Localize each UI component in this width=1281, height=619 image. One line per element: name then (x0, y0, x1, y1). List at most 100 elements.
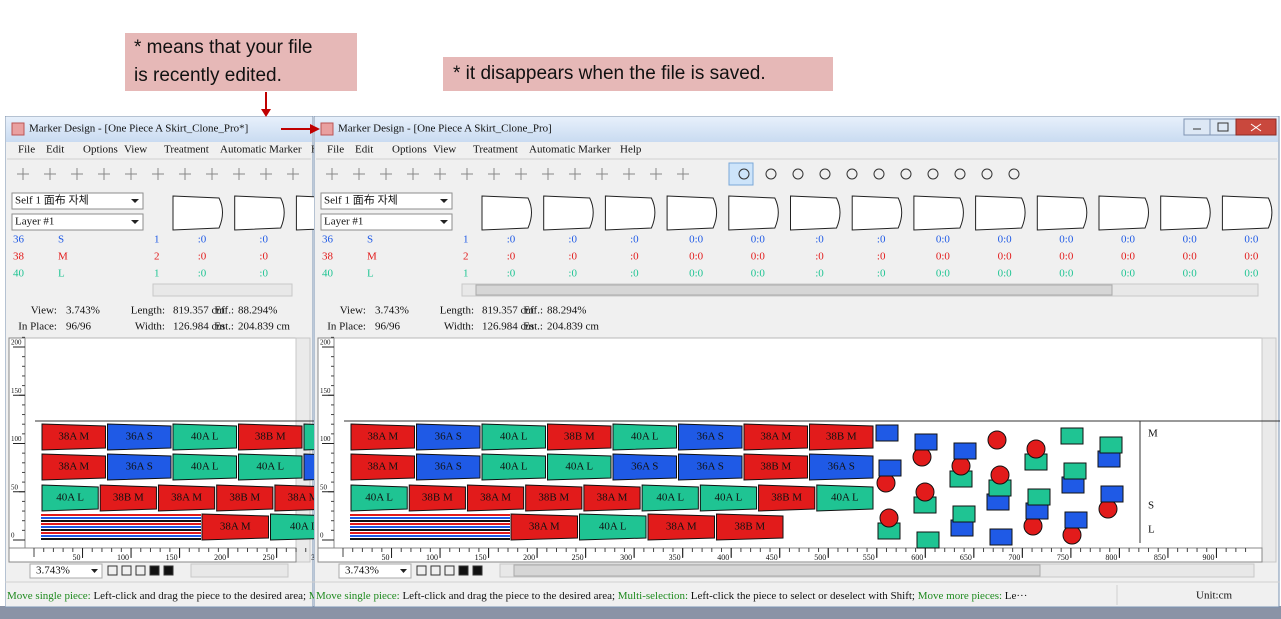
size-cell: 0:0 (998, 251, 1013, 263)
info-label: Est.: (214, 321, 234, 333)
menu-item[interactable]: Edit (355, 144, 373, 156)
menu-item[interactable]: Treatment (473, 144, 518, 156)
marker-piece (809, 423, 874, 451)
info-label: View: (31, 305, 57, 317)
x-ruler-label: 900 (1202, 553, 1214, 562)
y-ruler-label: 0 (11, 532, 15, 540)
piece-label: 36A S (126, 461, 153, 473)
menu-item[interactable]: Help (620, 144, 642, 156)
size-cell: :0 (815, 234, 824, 246)
zoom-icon (121, 565, 132, 576)
piece-label: 40A L (191, 431, 219, 443)
marker-stripe (350, 514, 510, 516)
marker-small-piece (879, 508, 899, 528)
scrollbar (190, 563, 289, 578)
size-cell: 0:0 (936, 251, 951, 263)
info-label: Eff.: (523, 305, 543, 317)
info-value: 819.357 cm (173, 305, 225, 317)
piece-label: 36A S (126, 431, 153, 443)
marker-piece (416, 423, 481, 451)
zoom-combo (338, 563, 412, 579)
piece-thumbnail (234, 195, 285, 231)
marker-piece (41, 423, 106, 451)
size-cell: :0 (259, 234, 268, 246)
info-label: Est.: (523, 321, 543, 333)
zoom-icon (135, 565, 146, 576)
menu-item[interactable]: View (433, 144, 456, 156)
dropdown-text[interactable]: Self 1 面布 자체 (15, 194, 89, 207)
marker-piece (238, 423, 303, 451)
unit-label: Unit:cm (1196, 590, 1232, 602)
menu-item[interactable]: View (124, 144, 147, 156)
piece-label: 38A M (760, 431, 791, 443)
piece-thumbnail (728, 195, 779, 231)
marker-piece (758, 484, 816, 512)
menu-item[interactable]: Options (392, 144, 427, 156)
piece-label: 36A S (697, 461, 724, 473)
menu-item[interactable]: Treatment (164, 144, 209, 156)
toolbar-icon (900, 168, 912, 180)
marker-piece (547, 453, 612, 481)
menu-item[interactable]: Options (83, 144, 118, 156)
menu-item[interactable]: Automatic Marker (220, 144, 302, 156)
size-quantity: 1 (463, 268, 469, 280)
size-cell: :0 (630, 251, 639, 263)
status-segment: Multi-selection: (306, 590, 379, 602)
size-cell: :0 (507, 234, 516, 246)
piece-label: 40A L (56, 492, 84, 504)
zoom-icon (149, 565, 160, 576)
toolbar-icon (819, 168, 831, 180)
dropdown-text[interactable]: Self 1 面布 자체 (324, 194, 398, 207)
info-label: Width: (444, 321, 474, 333)
piece-label: 38A M (171, 492, 202, 504)
size-cell: :0 (198, 268, 207, 280)
size-name: L (367, 268, 374, 280)
size-cell: 0:0 (689, 234, 704, 246)
window-title: Marker Design - [One Piece A Skirt_Clone… (338, 123, 552, 135)
size-number: 40 (13, 268, 25, 280)
dropdown-text[interactable]: Layer #1 (15, 216, 54, 228)
zoom-icon (472, 565, 483, 576)
marker-piece (678, 453, 743, 481)
dropdown-text[interactable]: Layer #1 (324, 216, 363, 228)
info-value: 88.294% (547, 305, 586, 317)
size-cell: :0 (877, 234, 886, 246)
x-ruler-label: 450 (766, 553, 778, 562)
size-quantity: 1 (463, 234, 469, 246)
marker-piece (274, 484, 314, 512)
marker-piece (41, 453, 106, 481)
size-cell: 0:0 (1183, 268, 1198, 280)
size-cell: 0:0 (751, 234, 766, 246)
info-value: 204.839 cm (547, 321, 599, 333)
marker-edge-label: S (1148, 500, 1154, 512)
size-cell: 0:0 (1059, 268, 1074, 280)
marker-stripe (350, 538, 510, 540)
toolbar-icon (765, 168, 777, 180)
marker-piece (481, 453, 546, 481)
size-cell: :0 (259, 268, 268, 280)
piece-label: 38A M (529, 521, 560, 533)
window: Marker Design - [One Piece A Skirt_Clone… (314, 116, 1280, 608)
marker-stripe (41, 517, 201, 519)
piece-label: 40A L (365, 492, 393, 504)
y-ruler-label: 200 (320, 339, 331, 347)
maximize-button (1209, 118, 1237, 136)
menu-item[interactable]: File (327, 144, 344, 156)
menu-item[interactable]: Automatic Marker (529, 144, 611, 156)
size-cell: :0 (877, 268, 886, 280)
menu-item[interactable]: Edit (46, 144, 64, 156)
marker-small-piece (987, 430, 1007, 450)
x-ruler-label: 550 (863, 553, 875, 562)
marker-stripe (41, 523, 201, 525)
menu-item[interactable]: File (18, 144, 35, 156)
y-ruler-label: 50 (320, 483, 328, 491)
zoom-value[interactable]: 3.743% (36, 565, 70, 577)
piece-label: 38A M (480, 492, 511, 504)
piece-thumbnail (913, 195, 964, 231)
marker-piece (641, 484, 699, 512)
status-segment: Move single piece: (7, 590, 91, 602)
piece-thumbnail (851, 195, 903, 231)
x-ruler-label: 100 (117, 553, 129, 562)
menu-item[interactable]: Help (311, 144, 333, 156)
zoom-value[interactable]: 3.743% (345, 565, 379, 577)
